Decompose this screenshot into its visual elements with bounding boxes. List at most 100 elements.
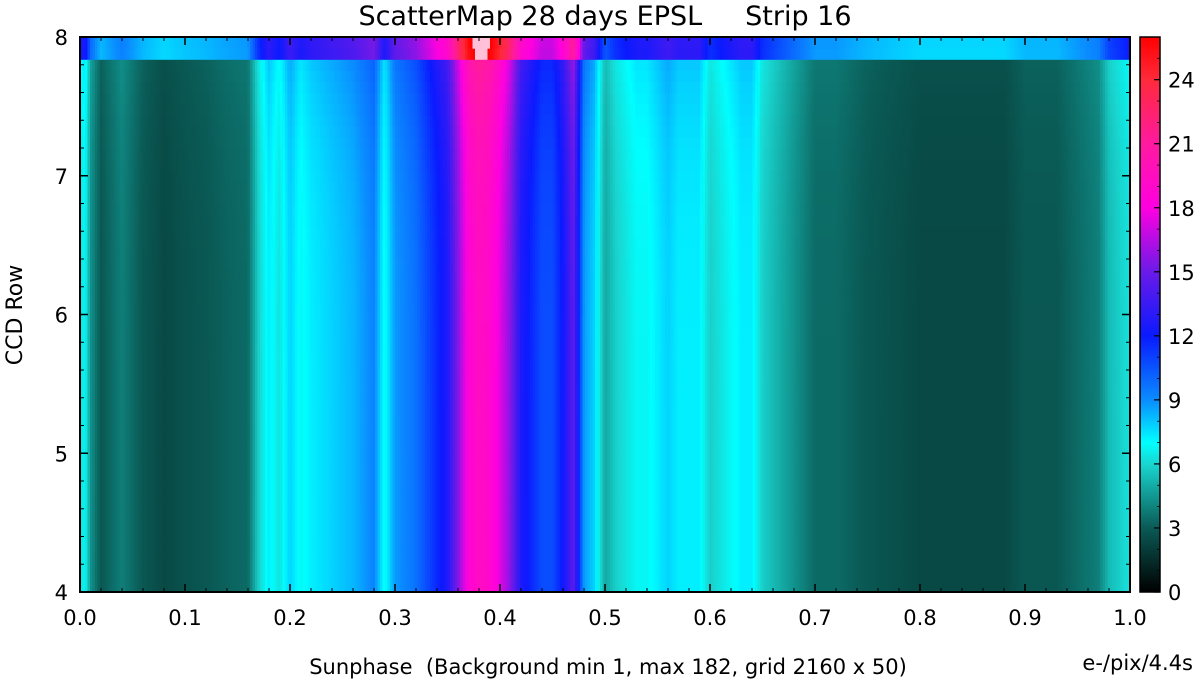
- heatmap-cell: [85, 159, 89, 171]
- heatmap-cell: [87, 92, 91, 105]
- heatmap-cell: [85, 136, 89, 149]
- heatmap-cell: [92, 536, 96, 549]
- heatmap-cell: [87, 381, 91, 393]
- heatmap-cell: [85, 247, 89, 260]
- heatmap-cell: [90, 425, 94, 438]
- heatmap-cell: [92, 447, 96, 460]
- heatmap-cell: [87, 281, 91, 293]
- heatmap-cell: [80, 525, 84, 538]
- heatmap-cell: [85, 70, 89, 82]
- heatmap-cell: [80, 547, 84, 560]
- heatmap-cell: [90, 159, 94, 171]
- heatmap-cell: [90, 103, 94, 116]
- heatmap-cell: [85, 458, 89, 471]
- heatmap-cell: [90, 325, 94, 338]
- heatmap-cell: [92, 525, 96, 538]
- heatmap-cell: [82, 281, 86, 293]
- heatmap-cell: [80, 314, 84, 327]
- heatmap-cell: [87, 148, 91, 160]
- heatmap-cell: [82, 336, 86, 349]
- heatmap-cell: [82, 558, 86, 571]
- heatmap-cell: [82, 381, 86, 393]
- heatmap-cell: [90, 536, 94, 549]
- heatmap-cell: [85, 525, 89, 538]
- heatmap-cell: [87, 347, 91, 360]
- heatmap-cell: [85, 125, 89, 138]
- heatmap-cell: [80, 37, 84, 49]
- heatmap-cell: [80, 347, 84, 360]
- heatmap-cell: [85, 403, 89, 415]
- heatmap-cell: [90, 225, 94, 238]
- heatmap-cell: [90, 580, 94, 592]
- heatmap-cell: [82, 103, 86, 116]
- heatmap-cell: [85, 292, 89, 304]
- heatmap-cell: [87, 580, 91, 592]
- heatmap-cell: [80, 492, 84, 504]
- heatmap-cell: [85, 469, 89, 482]
- heatmap-cell: [90, 492, 94, 504]
- heatmap-cell: [90, 447, 94, 460]
- heatmap-cell: [80, 48, 84, 60]
- heatmap-cell: [90, 59, 94, 71]
- heatmap-cell: [85, 281, 89, 293]
- heatmap-cell: [80, 70, 84, 82]
- heatmap-cell: [82, 292, 86, 304]
- heatmap-cell: [87, 458, 91, 471]
- heatmap-cell: [85, 59, 89, 71]
- heatmap-cell: [80, 292, 84, 304]
- heatmap-cell: [80, 125, 84, 138]
- heatmap-cell: [82, 414, 86, 427]
- heatmap-cell: [85, 37, 89, 49]
- heatmap-cell: [80, 569, 84, 582]
- heatmap-cell: [90, 370, 94, 382]
- heatmap-cell: [87, 292, 91, 304]
- heatmap-cell: [80, 136, 84, 149]
- heatmap-cell: [90, 270, 94, 282]
- heatmap-cell: [90, 558, 94, 571]
- heatmap-cell: [85, 347, 89, 360]
- heatmap-cell: [80, 469, 84, 482]
- heatmap-cell: [85, 103, 89, 116]
- heatmap-cell: [87, 481, 91, 493]
- heatmap-cell: [87, 414, 91, 427]
- heatmap-cell: [82, 192, 86, 205]
- heatmap-cell: [80, 403, 84, 415]
- heatmap-cell: [90, 381, 94, 393]
- heatmap-cell: [90, 214, 94, 227]
- heatmap-cell: [82, 481, 86, 493]
- heatmap-cell: [82, 37, 86, 49]
- heatmap-cell: [82, 436, 86, 449]
- heatmap-cell: [87, 303, 91, 316]
- heatmap-cell: [82, 59, 86, 71]
- heatmap-cell: [80, 481, 84, 493]
- heatmap-cell: [82, 469, 86, 482]
- heatmap-cell: [82, 214, 86, 227]
- heatmap-cell: [85, 425, 89, 438]
- heatmap-cell: [90, 436, 94, 449]
- heatmap-cell: [85, 492, 89, 504]
- heatmap-cell: [90, 503, 94, 515]
- heatmap-area: [80, 37, 1130, 592]
- heatmap-cell: [82, 270, 86, 282]
- heatmap-cell: [87, 536, 91, 549]
- heatmap-cell: [80, 325, 84, 338]
- heatmap-cell: [85, 48, 89, 60]
- heatmap-cell: [80, 203, 84, 216]
- heatmap-cell: [82, 370, 86, 382]
- heatmap-cell: [90, 403, 94, 415]
- heatmap-cell: [87, 492, 91, 504]
- heatmap-cell: [87, 558, 91, 571]
- heatmap-cell: [90, 514, 94, 526]
- heatmap-cell: [85, 381, 89, 393]
- heatmap-cell: [82, 81, 86, 94]
- heatmap-cell: [90, 81, 94, 94]
- heatmap-cell: [87, 514, 91, 526]
- heatmap-cell: [85, 270, 89, 282]
- heatmap-cell: [87, 48, 91, 60]
- heatmap-cell: [85, 514, 89, 526]
- heatmap-cell: [80, 414, 84, 427]
- heatmap-cell: [90, 303, 94, 316]
- heatmap-cell: [87, 225, 91, 238]
- heatmap-cell: [82, 114, 86, 127]
